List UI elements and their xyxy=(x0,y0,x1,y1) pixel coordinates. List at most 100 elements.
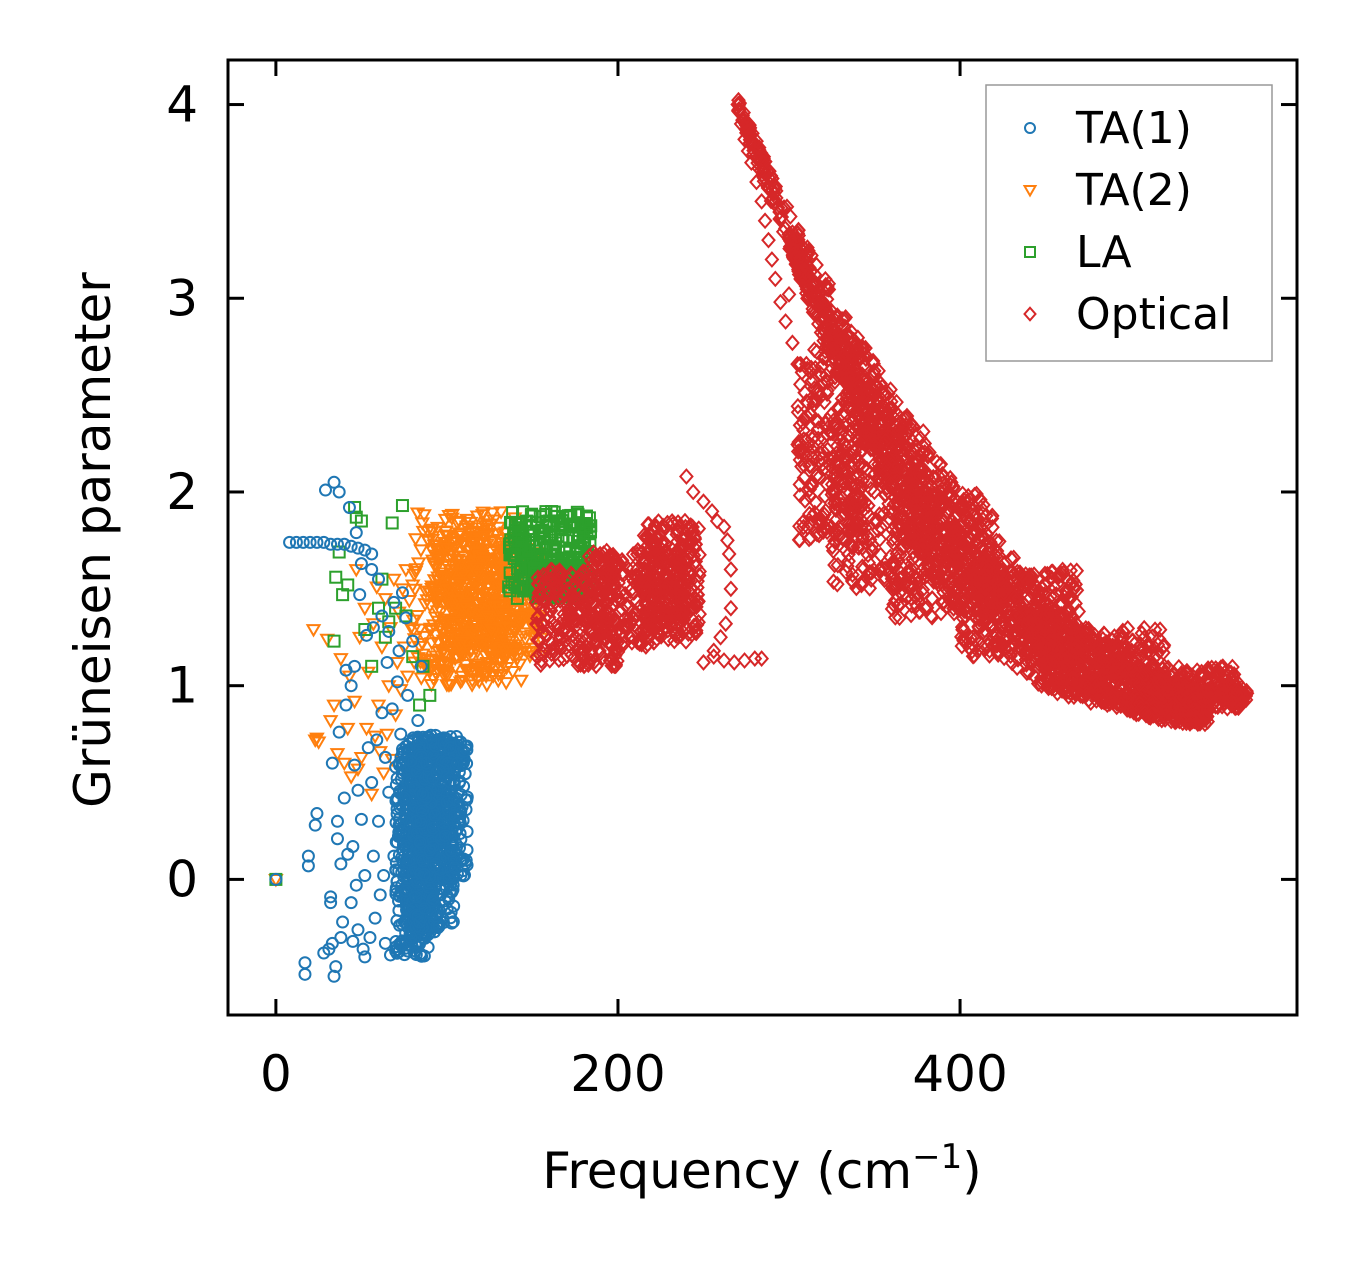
point-optical xyxy=(915,437,931,455)
point-optical xyxy=(945,479,961,497)
point-optical xyxy=(655,517,671,535)
point-optical xyxy=(1123,669,1139,687)
point-optical xyxy=(885,568,901,586)
point-ta-2- xyxy=(319,633,335,648)
point-optical xyxy=(792,476,808,493)
point-optical xyxy=(559,611,575,629)
point-optical xyxy=(1054,611,1069,629)
point-la xyxy=(572,531,586,545)
point-la xyxy=(329,570,343,584)
point-optical xyxy=(662,605,678,623)
point-optical xyxy=(972,518,988,536)
point-optical xyxy=(604,638,619,655)
point-optical xyxy=(1094,648,1110,666)
point-optical xyxy=(649,571,664,589)
point-optical xyxy=(848,469,864,487)
point-la xyxy=(502,580,516,594)
point-optical xyxy=(652,592,668,610)
point-optical xyxy=(673,627,688,645)
point-optical xyxy=(844,538,860,556)
point-optical xyxy=(1004,550,1019,568)
point-ta-2- xyxy=(454,569,470,584)
point-optical xyxy=(844,458,859,476)
point-optical xyxy=(796,422,811,439)
point-optical xyxy=(552,627,568,644)
point-optical xyxy=(566,596,582,613)
point-optical xyxy=(848,579,864,597)
point-optical xyxy=(966,647,982,665)
point-optical xyxy=(595,574,611,592)
point-optical xyxy=(790,443,806,460)
point-optical xyxy=(888,570,904,588)
point-optical xyxy=(1084,635,1100,652)
point-optical xyxy=(850,538,866,556)
point-ta-2- xyxy=(446,630,463,644)
point-ta-2- xyxy=(451,527,468,541)
point-optical xyxy=(530,569,546,587)
point-ta-2- xyxy=(370,699,387,714)
point-optical xyxy=(669,526,685,543)
point-optical xyxy=(801,530,817,548)
point-la xyxy=(566,518,580,532)
point-optical xyxy=(602,652,618,670)
point-ta-2- xyxy=(441,510,457,524)
point-ta-2- xyxy=(455,619,472,634)
point-ta-2- xyxy=(449,516,465,531)
point-ta-2- xyxy=(464,679,480,693)
point-optical xyxy=(613,635,629,653)
point-optical xyxy=(535,624,551,642)
point-optical xyxy=(671,590,687,608)
point-optical xyxy=(933,455,949,473)
point-optical xyxy=(835,441,851,459)
point-optical xyxy=(766,184,782,202)
point-optical xyxy=(851,482,867,500)
point-optical xyxy=(1200,660,1216,677)
point-la xyxy=(555,530,569,544)
point-optical xyxy=(855,539,870,557)
point-optical xyxy=(593,616,608,633)
point-ta-2- xyxy=(430,615,447,630)
point-ta-2- xyxy=(438,529,454,544)
point-optical xyxy=(790,222,806,239)
point-optical xyxy=(826,418,842,436)
point-optical xyxy=(929,453,945,471)
point-optical xyxy=(1150,636,1166,654)
point-ta-2- xyxy=(459,513,475,528)
point-la xyxy=(557,517,571,531)
point-ta-2- xyxy=(489,614,506,629)
point-optical xyxy=(1160,659,1176,677)
point-optical xyxy=(1090,646,1106,664)
point-optical xyxy=(975,511,991,529)
point-optical xyxy=(650,625,665,642)
point-optical xyxy=(860,497,876,515)
point-optical xyxy=(817,518,833,535)
point-optical xyxy=(835,528,851,546)
point-optical xyxy=(583,608,599,626)
point-la xyxy=(358,623,372,637)
point-ta-2- xyxy=(446,637,463,652)
point-optical xyxy=(1223,692,1238,710)
point-ta-2- xyxy=(492,533,508,548)
point-optical xyxy=(842,475,857,492)
point-optical xyxy=(607,612,622,630)
point-ta-2- xyxy=(475,555,492,570)
point-optical xyxy=(552,562,567,580)
point-optical xyxy=(792,376,808,393)
point-optical xyxy=(681,625,696,643)
point-optical xyxy=(896,410,912,427)
point-la xyxy=(413,698,427,712)
point-ta-2- xyxy=(479,610,496,624)
point-optical xyxy=(637,624,653,642)
point-optical xyxy=(898,416,914,434)
point-optical xyxy=(866,466,882,484)
point-ta-2- xyxy=(336,757,353,772)
point-optical xyxy=(664,513,680,530)
point-optical xyxy=(1025,575,1041,593)
point-optical xyxy=(812,516,827,534)
point-optical xyxy=(915,581,931,599)
point-ta-2- xyxy=(464,622,480,637)
point-optical xyxy=(667,606,683,623)
point-optical xyxy=(644,522,660,539)
point-optical xyxy=(1113,628,1129,646)
point-optical xyxy=(538,626,554,643)
